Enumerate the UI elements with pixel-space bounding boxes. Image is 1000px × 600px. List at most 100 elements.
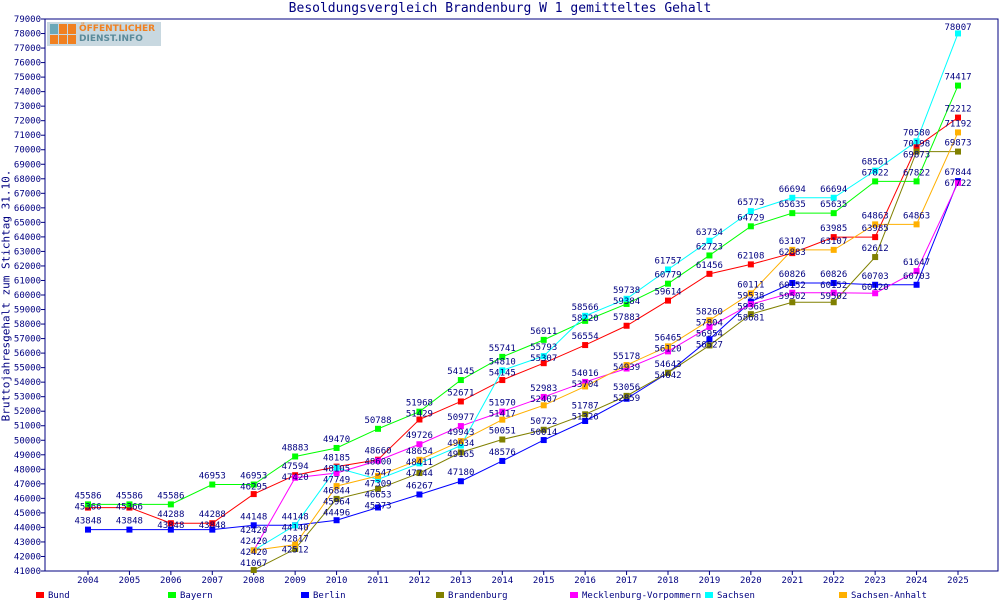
data-label: 48600 [364, 458, 391, 468]
data-point [499, 436, 506, 443]
data-label: 47547 [364, 469, 391, 479]
data-label: 65635 [779, 200, 806, 210]
x-tick-label: 2025 [947, 576, 969, 586]
data-label: 47594 [282, 462, 309, 472]
data-point [416, 456, 423, 463]
y-tick-label: 77000 [14, 44, 41, 54]
data-label: 57883 [613, 313, 640, 323]
data-label: 59614 [654, 288, 681, 298]
data-point [499, 377, 506, 384]
data-label: 42512 [282, 545, 309, 555]
data-point [416, 470, 423, 477]
data-point [830, 194, 837, 201]
data-point [747, 208, 754, 215]
data-point [623, 365, 630, 372]
data-point [499, 408, 506, 415]
data-label: 45964 [323, 498, 350, 508]
data-label: 51787 [572, 401, 599, 411]
y-tick-label: 57000 [14, 335, 41, 345]
data-point [665, 280, 671, 287]
data-label: 49726 [406, 431, 433, 441]
data-label: 46267 [406, 481, 433, 491]
data-point [416, 408, 423, 415]
data-point [540, 353, 547, 360]
data-label: 52983 [530, 384, 557, 394]
data-point [706, 237, 713, 244]
y-tick-label: 41000 [14, 567, 41, 577]
data-point [85, 501, 91, 508]
data-label: 65773 [737, 198, 764, 208]
data-label: 60703 [862, 272, 889, 282]
data-point [333, 495, 340, 502]
data-point [872, 281, 879, 288]
x-tick-label: 2013 [450, 576, 472, 586]
data-point [333, 469, 340, 476]
data-point [540, 393, 547, 400]
data-point [872, 290, 879, 297]
data-point [457, 423, 464, 430]
data-point [457, 478, 464, 485]
data-label: 65635 [820, 200, 847, 210]
data-point [540, 402, 547, 409]
data-label: 54810 [489, 357, 516, 367]
data-point [913, 178, 920, 185]
data-point [126, 526, 133, 533]
data-point [540, 336, 547, 343]
data-point [706, 336, 713, 343]
data-label: 47309 [364, 480, 391, 490]
x-tick-label: 2018 [657, 576, 679, 586]
data-label: 42420 [240, 548, 267, 558]
data-point [789, 246, 796, 253]
data-point [457, 449, 464, 456]
logo: ÖFFENTLICHER DIENST.INFO [47, 22, 161, 46]
data-label: 62108 [737, 251, 764, 261]
data-label: 48185 [323, 454, 350, 464]
data-label: 67822 [903, 168, 930, 178]
data-label: 60779 [654, 271, 681, 281]
x-tick-label: 2008 [243, 576, 265, 586]
data-point [913, 143, 920, 150]
y-tick-label: 45000 [14, 509, 41, 519]
data-point [292, 453, 299, 460]
y-tick-label: 61000 [14, 276, 41, 286]
data-label: 61647 [903, 258, 930, 268]
data-label: 48576 [489, 448, 516, 458]
y-tick-label: 58000 [14, 320, 41, 330]
y-tick-label: 51000 [14, 422, 41, 432]
data-point [375, 485, 381, 492]
data-point [665, 348, 671, 355]
data-label: 67822 [862, 169, 889, 179]
data-label: 57804 [696, 318, 723, 328]
x-tick-label: 2017 [616, 576, 638, 586]
data-label: 72212 [944, 105, 971, 115]
data-point [665, 369, 671, 376]
data-label: 50977 [447, 413, 474, 423]
data-label: 62612 [862, 244, 889, 254]
data-label: 66694 [820, 185, 847, 195]
data-point [250, 522, 257, 529]
data-label: 55741 [489, 344, 516, 354]
data-label: 63734 [696, 228, 723, 238]
y-tick-label: 56000 [14, 349, 41, 359]
data-label: 63107 [820, 237, 847, 247]
data-point [623, 295, 630, 302]
data-point [830, 280, 837, 287]
data-point [955, 179, 961, 186]
x-tick-label: 2004 [77, 576, 99, 586]
data-label: 63107 [779, 237, 806, 247]
y-tick-label: 67000 [14, 189, 41, 199]
data-label: 52671 [447, 388, 474, 398]
data-label: 45373 [364, 502, 391, 512]
data-label: 43848 [157, 521, 184, 531]
data-label: 45586 [116, 491, 143, 501]
y-tick-label: 63000 [14, 247, 41, 257]
y-tick-label: 70000 [14, 146, 41, 156]
data-point [250, 567, 257, 574]
data-point [955, 129, 961, 136]
y-tick-label: 79000 [14, 15, 41, 25]
data-label: 48105 [323, 465, 350, 475]
data-label: 55307 [530, 354, 557, 364]
y-tick-label: 74000 [14, 88, 41, 98]
data-label: 66694 [779, 185, 806, 195]
data-label: 42420 [240, 526, 267, 536]
